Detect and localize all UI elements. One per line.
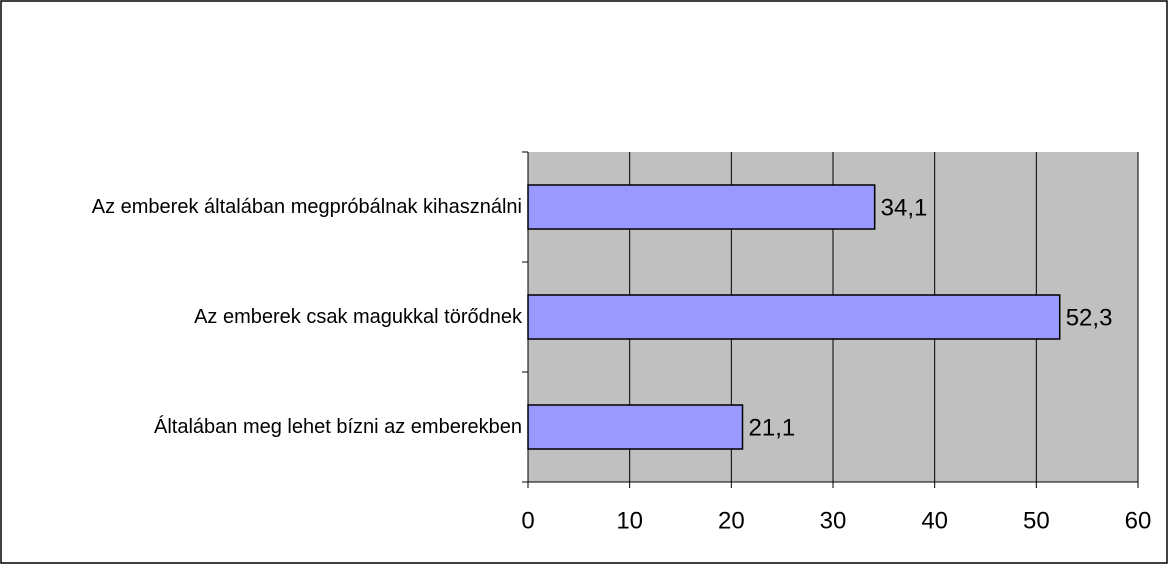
value-label: 21,1 — [749, 414, 796, 441]
x-tick-label: 50 — [1023, 507, 1050, 534]
x-tick-label: 60 — [1125, 507, 1152, 534]
x-tick-label: 0 — [521, 507, 534, 534]
x-tick-label: 40 — [921, 507, 948, 534]
value-label: 52,3 — [1066, 304, 1113, 331]
bar — [527, 294, 1061, 340]
x-tick-label: 20 — [718, 507, 745, 534]
category-label: Az emberek csak magukkal törődnek — [194, 306, 522, 328]
category-label: Az emberek általában megpróbálnak kihasz… — [91, 196, 522, 218]
bar — [527, 184, 876, 230]
category-label: Általában meg lehet bízni az emberekben — [153, 416, 522, 438]
value-label: 34,1 — [881, 194, 928, 221]
x-tick-label: 10 — [616, 507, 643, 534]
x-tick-label: 30 — [820, 507, 847, 534]
bar — [527, 404, 744, 450]
